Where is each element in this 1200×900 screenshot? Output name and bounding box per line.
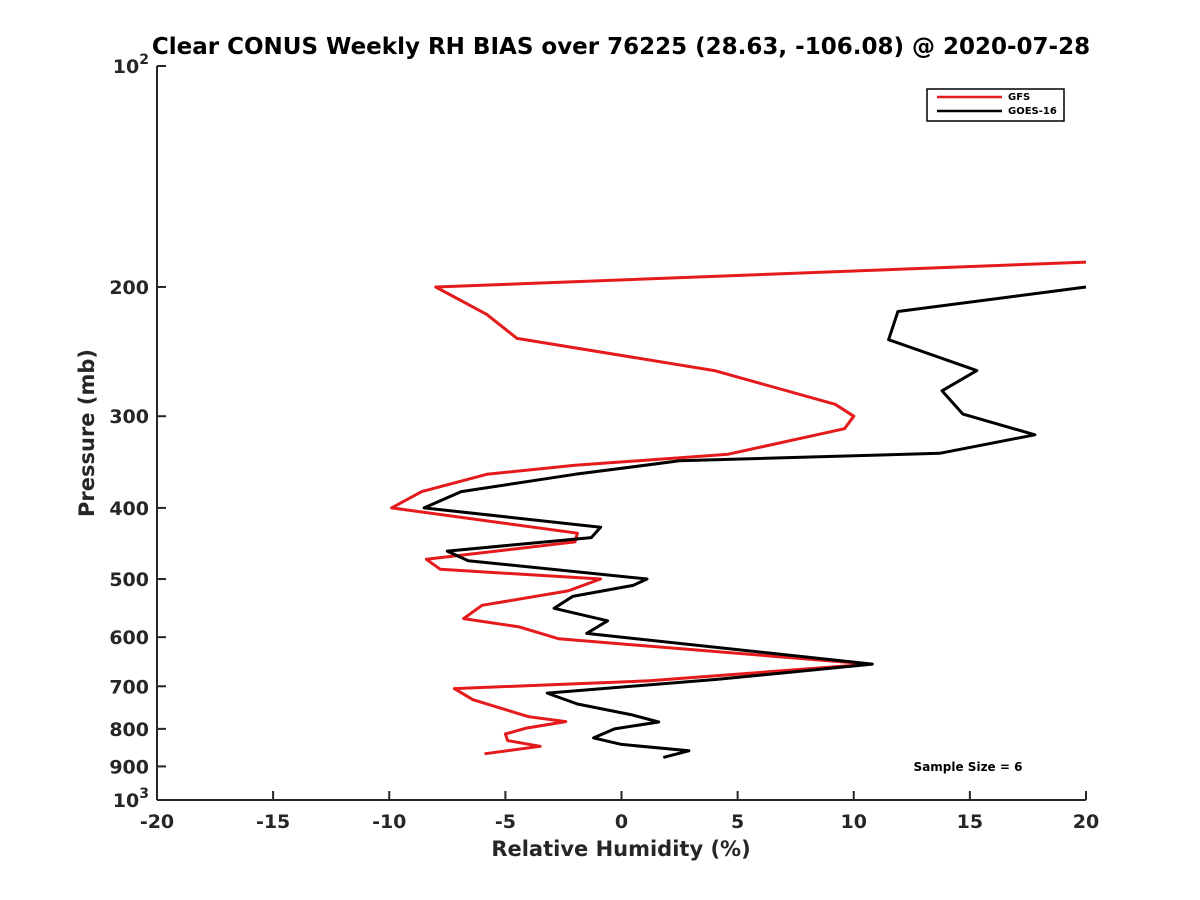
y-power-tick-label: 102 xyxy=(113,52,149,78)
x-tick-label: 15 xyxy=(957,811,983,833)
y-power-tick-base: 10 xyxy=(113,790,139,812)
x-tick-label: -5 xyxy=(495,811,516,833)
legend-label-gfs: GFS xyxy=(1008,92,1030,103)
x-tick-label: 10 xyxy=(841,811,867,833)
x-ticks: -20 -15 -10 -5 0 5 10 15 20 xyxy=(140,791,1099,833)
y-power-tick-exponent: 3 xyxy=(139,786,149,802)
x-tick-label: 20 xyxy=(1073,811,1099,833)
y-tick-label: 200 xyxy=(109,277,149,299)
series-layer xyxy=(390,260,1087,759)
y-power-tick-base: 10 xyxy=(113,56,139,78)
x-tick-label: -10 xyxy=(372,811,406,833)
y-power-tick-label: 103 xyxy=(113,786,149,812)
y-axis-title: Pressure (mb) xyxy=(75,349,99,517)
y-tick-label: 300 xyxy=(109,406,149,428)
x-axis-title: Relative Humidity (%) xyxy=(491,837,750,861)
x-tick-label: 0 xyxy=(615,811,628,833)
y-tick-label: 700 xyxy=(109,676,149,698)
x-tick-label: -20 xyxy=(140,811,174,833)
sample-size-annotation: Sample Size = 6 xyxy=(914,760,1023,774)
y-tick-label: 400 xyxy=(109,498,149,520)
y-tick-label: 900 xyxy=(109,756,149,778)
series-line-goes16 xyxy=(422,285,1087,759)
legend-box xyxy=(926,88,1065,122)
x-tick-label: 5 xyxy=(731,811,744,833)
x-tick-label: -15 xyxy=(256,811,290,833)
y-power-tick-exponent: 2 xyxy=(139,52,149,68)
y-tick-label: 500 xyxy=(109,569,149,591)
plot-area: -20 -15 -10 -5 0 5 10 15 20 200 300 400 500 600 700 80… xyxy=(109,52,1099,833)
y-tick-label: 800 xyxy=(109,719,149,741)
y-tick-label: 600 xyxy=(109,627,149,649)
legend-label-goes16: GOES-16 xyxy=(1008,106,1057,117)
series-line-gfs xyxy=(390,260,1087,756)
chart-title: Clear CONUS Weekly RH BIAS over 76225 (2… xyxy=(152,34,1090,60)
legend: GFS GOES-16 xyxy=(926,88,1065,122)
